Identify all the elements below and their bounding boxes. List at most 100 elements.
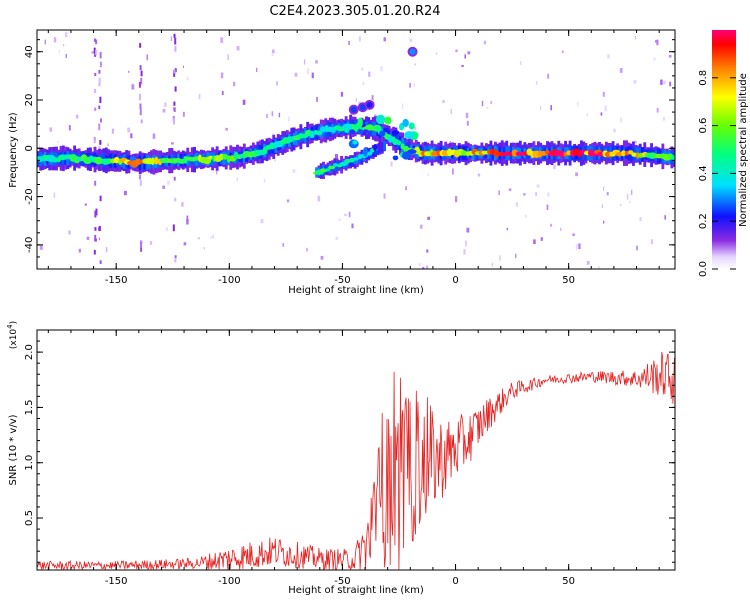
x-tick-label: -100 <box>218 275 241 286</box>
scatter-blob <box>352 140 358 145</box>
speckle <box>316 96 318 102</box>
speckle <box>315 60 318 64</box>
speckle <box>139 174 142 180</box>
snr-axes: -150 -100 -50 0 50 0.5 1.0 1.5 2.0 <box>24 330 675 587</box>
speckle <box>260 218 264 224</box>
speckle <box>94 210 97 218</box>
speckle <box>634 140 637 144</box>
speckle <box>550 223 552 227</box>
speckle <box>275 81 279 86</box>
colorbar-label: Normalized spectral amplitude <box>738 73 749 227</box>
speckle <box>181 202 184 207</box>
speckle <box>463 249 466 255</box>
speckle <box>174 37 177 45</box>
spectrogram-ylabel: Frequency (Hz) <box>8 112 19 188</box>
band-core <box>545 149 550 155</box>
speckle <box>536 184 540 188</box>
speckle <box>140 240 143 244</box>
speckle <box>619 67 623 73</box>
speckle <box>227 54 229 61</box>
speckle <box>519 61 522 65</box>
speckle <box>57 141 59 144</box>
speckle <box>467 51 471 55</box>
colorbar-tick-label: 0.0 <box>698 261 709 277</box>
speckle <box>138 81 141 88</box>
speckle <box>174 86 177 92</box>
speckle <box>656 39 659 46</box>
speckle <box>547 192 550 197</box>
colorbar-tick-label: 0.6 <box>698 118 709 134</box>
speckle <box>635 245 639 251</box>
speckle <box>536 81 538 86</box>
speckle <box>186 76 189 81</box>
speckle <box>65 53 67 59</box>
speckle <box>546 204 549 211</box>
speckle <box>91 51 95 54</box>
speckle <box>575 243 578 250</box>
speckle <box>53 37 57 43</box>
speckle <box>146 54 149 61</box>
speckle <box>174 258 177 263</box>
speckle <box>128 70 130 73</box>
speckle <box>426 249 429 253</box>
speckle <box>166 227 168 232</box>
speckle <box>602 91 605 97</box>
speckle <box>286 199 290 203</box>
speckle <box>139 43 142 48</box>
speckle <box>105 247 108 253</box>
spectrogram-frame <box>36 29 676 270</box>
speckle <box>607 54 610 59</box>
speckle <box>98 77 101 84</box>
spectrogram-panel: -150 -100 -50 0 50 -40 -20 0 20 40 Height of stra… <box>8 29 676 296</box>
speckle <box>540 106 542 110</box>
speckle <box>358 101 361 105</box>
colorbar-tick-label: 0.2 <box>698 213 709 229</box>
speckle <box>523 193 526 196</box>
speckle <box>413 83 416 87</box>
speckle <box>371 95 374 100</box>
speckle <box>515 202 519 207</box>
speckle <box>358 36 361 42</box>
speckle <box>242 99 246 105</box>
speckle <box>44 39 46 45</box>
speckle <box>68 230 71 235</box>
band-core <box>396 140 402 146</box>
snr-panel: -150 -100 -50 0 50 0.5 1.0 1.5 2.0 Height of str… <box>6 321 676 596</box>
speckle <box>351 223 354 229</box>
speckle <box>173 176 176 181</box>
speckle <box>131 84 135 90</box>
speckle <box>334 154 338 160</box>
scatter-blob <box>342 123 353 131</box>
speckle <box>98 69 101 74</box>
scatter-blob <box>376 141 384 152</box>
speckle <box>466 120 469 126</box>
scatter-blob <box>379 130 386 137</box>
speckle <box>344 213 347 216</box>
speckle <box>577 101 579 107</box>
speckle <box>94 38 97 42</box>
speckle <box>477 173 481 177</box>
speckle <box>455 49 458 53</box>
speckle <box>656 107 659 113</box>
y-tick-label: 0 <box>24 145 35 151</box>
speckle <box>94 50 97 57</box>
scatter-blob <box>408 122 415 130</box>
speckle <box>307 68 309 74</box>
snr-ylabel: SNR (10 * v/v) <box>8 414 19 485</box>
speckle <box>93 136 96 142</box>
speckle <box>173 101 176 106</box>
speckle <box>348 211 351 218</box>
speckle <box>639 217 642 222</box>
band-core <box>353 157 359 161</box>
speckle <box>93 139 96 144</box>
band-core <box>671 155 675 161</box>
snr-background <box>37 330 675 570</box>
speckle <box>525 215 527 218</box>
speckle <box>465 112 469 119</box>
speckle <box>483 40 487 45</box>
speckle <box>306 247 309 252</box>
speckle <box>95 208 98 216</box>
speckle <box>586 113 589 116</box>
speckle <box>669 81 672 87</box>
speckle <box>466 227 470 233</box>
